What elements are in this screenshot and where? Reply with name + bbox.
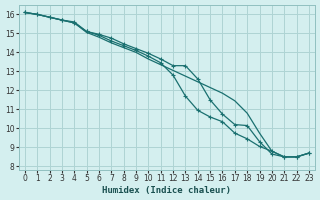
X-axis label: Humidex (Indice chaleur): Humidex (Indice chaleur) — [102, 186, 231, 195]
